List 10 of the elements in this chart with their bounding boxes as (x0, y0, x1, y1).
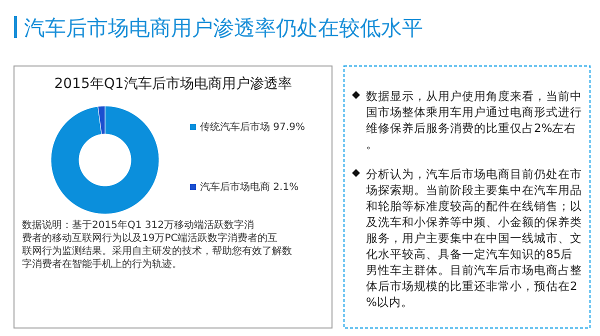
data-label: 2.1% (273, 182, 299, 193)
chart-title: 汽车后市场电商用户渗透率仍处在较低水平 (24, 16, 423, 40)
text: 分析认为，汽车后市场电商目前仍处在市场探索期。当前阶段主要集中在汽车用品和轮胎等标准度较高的配件在线销售；以及洗车和小保养等中频、小金额的保养类服务，用户主要集中在中国一线城市、文化水平较高、具备一定汽车知识的85后男性车主群体。目前汽车后市场电商占整体后市场规模的比重还非常小，预估在2%以内。 (366, 167, 582, 309)
chart-subtitle: 2015年Q1汽车后市场电商用户渗透率 (54, 76, 292, 92)
text: 数据说明：基于2015年Q1 312万移动端活跃数字消费者的移动互联网行为以及19万PC端活跃数字消费者的互联网行为监测结果。采用自主研发的技术，帮助您有效了解数字消费者在智能手机上的行为轨迹。 (22, 219, 292, 270)
data-label: 97.9% (273, 122, 305, 133)
donut-slice (50, 106, 160, 214)
legend-label: 传统汽车后市场 (200, 122, 270, 133)
text: 数据显示，从用户使用角度来看，当前中国市场整体乘用车用户通过电商形式进行维修保养后服务消费的比重仅占2%左右。 (366, 89, 582, 151)
legend-label: 汽车后市场电商 (200, 182, 270, 193)
